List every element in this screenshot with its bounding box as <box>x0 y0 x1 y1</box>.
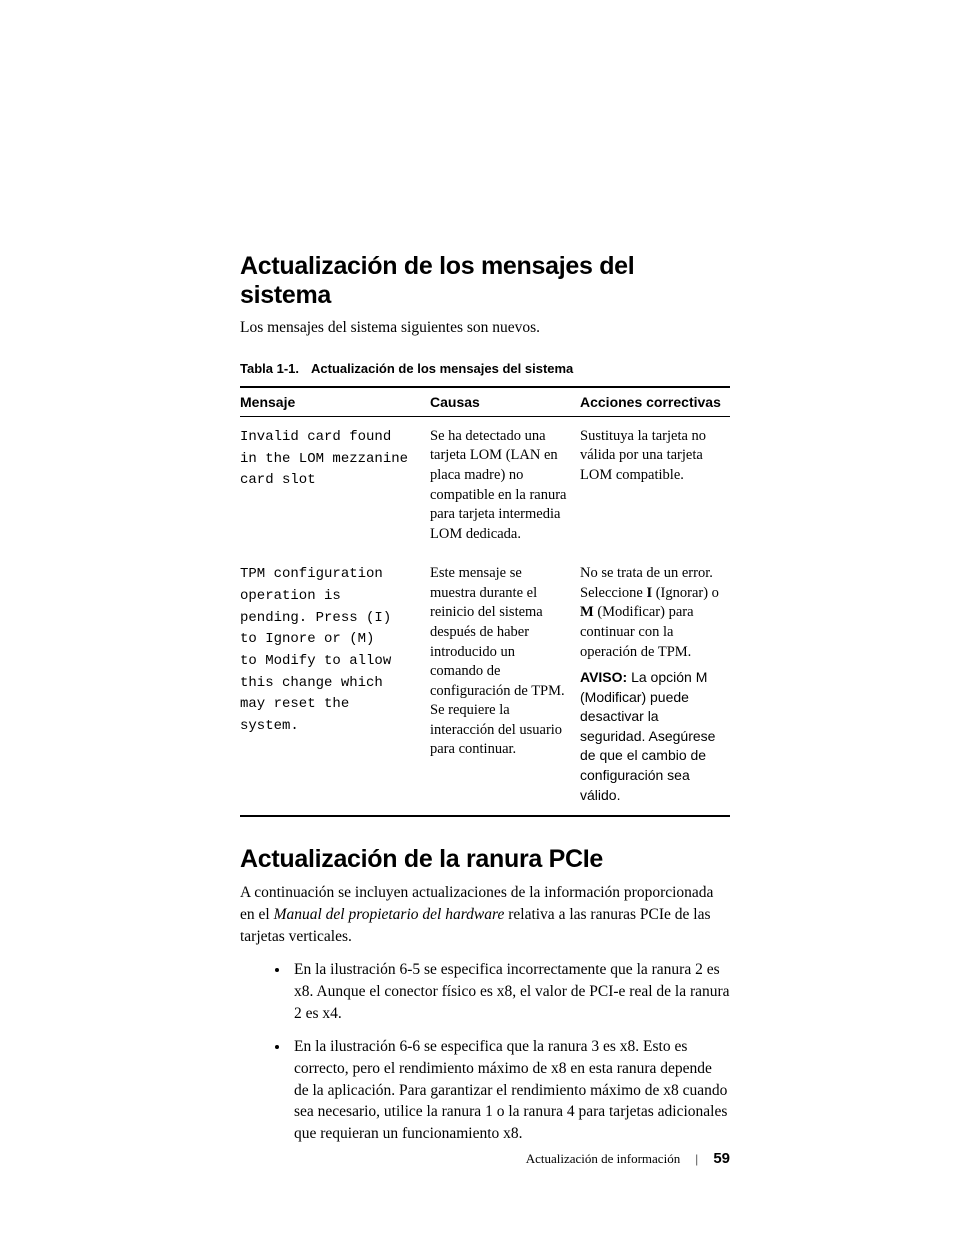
cell-message: TPM configuration operation is pending. … <box>240 554 430 816</box>
page-content: Actualización de los mensajes del sistem… <box>240 252 730 1157</box>
table-caption-text: Actualización de los mensajes del sistem… <box>311 361 573 376</box>
section-2-heading: Actualización de la ranura PCIe <box>240 845 730 874</box>
table-header-row: Mensaje Causas Acciones correctivas <box>240 387 730 417</box>
cell-message: Invalid card found in the LOM mezzanine … <box>240 416 430 554</box>
footer-divider-icon: | <box>695 1151 698 1166</box>
messages-table: Mensaje Causas Acciones correctivas Inva… <box>240 386 730 817</box>
action-text-part: (Modificar) para continuar con la operac… <box>580 604 694 659</box>
col-header-acciones: Acciones correctivas <box>580 387 730 417</box>
table-row: TPM configuration operation is pending. … <box>240 554 730 816</box>
aviso-label: AVISO: <box>580 669 627 685</box>
action-key-m: M <box>580 604 594 620</box>
action-text-part: (Ignorar) o <box>652 585 719 601</box>
col-header-causas: Causas <box>430 387 580 417</box>
cell-action: Sustituya la tarjeta no válida por una t… <box>580 416 730 554</box>
list-item: En la ilustración 6-6 se especifica que … <box>290 1036 730 1144</box>
list-item: En la ilustración 6-5 se especifica inco… <box>290 959 730 1024</box>
para-italic: Manual del propietario del hardware <box>274 906 505 923</box>
cell-action: No se trata de un error. Seleccione I (I… <box>580 554 730 816</box>
footer-page-number: 59 <box>713 1150 730 1167</box>
section-2: Actualización de la ranura PCIe A contin… <box>240 845 730 1145</box>
table-row: Invalid card found in the LOM mezzanine … <box>240 416 730 554</box>
table-caption-label: Tabla 1-1. <box>240 361 299 376</box>
aviso-note: AVISO: La opción M (Modificar) puede des… <box>580 668 720 805</box>
cell-cause: Se ha detectado una tarjeta LOM (LAN en … <box>430 416 580 554</box>
col-header-mensaje: Mensaje <box>240 387 430 417</box>
page-footer: Actualización de información | 59 <box>240 1150 730 1167</box>
section-2-para: A continuación se incluyen actualizacion… <box>240 882 730 947</box>
footer-section-name: Actualización de información <box>526 1151 681 1166</box>
table-caption: Tabla 1-1. Actualización de los mensajes … <box>240 361 730 376</box>
section-1-heading: Actualización de los mensajes del sistem… <box>240 252 730 310</box>
page: Actualización de los mensajes del sistem… <box>0 0 954 1235</box>
aviso-text: La opción M (Modificar) puede desactivar… <box>580 669 715 803</box>
bullet-list: En la ilustración 6-5 se especifica inco… <box>240 959 730 1145</box>
section-1-intro: Los mensajes del sistema siguientes son … <box>240 318 730 339</box>
cell-cause: Este mensaje se muestra durante el reini… <box>430 554 580 816</box>
